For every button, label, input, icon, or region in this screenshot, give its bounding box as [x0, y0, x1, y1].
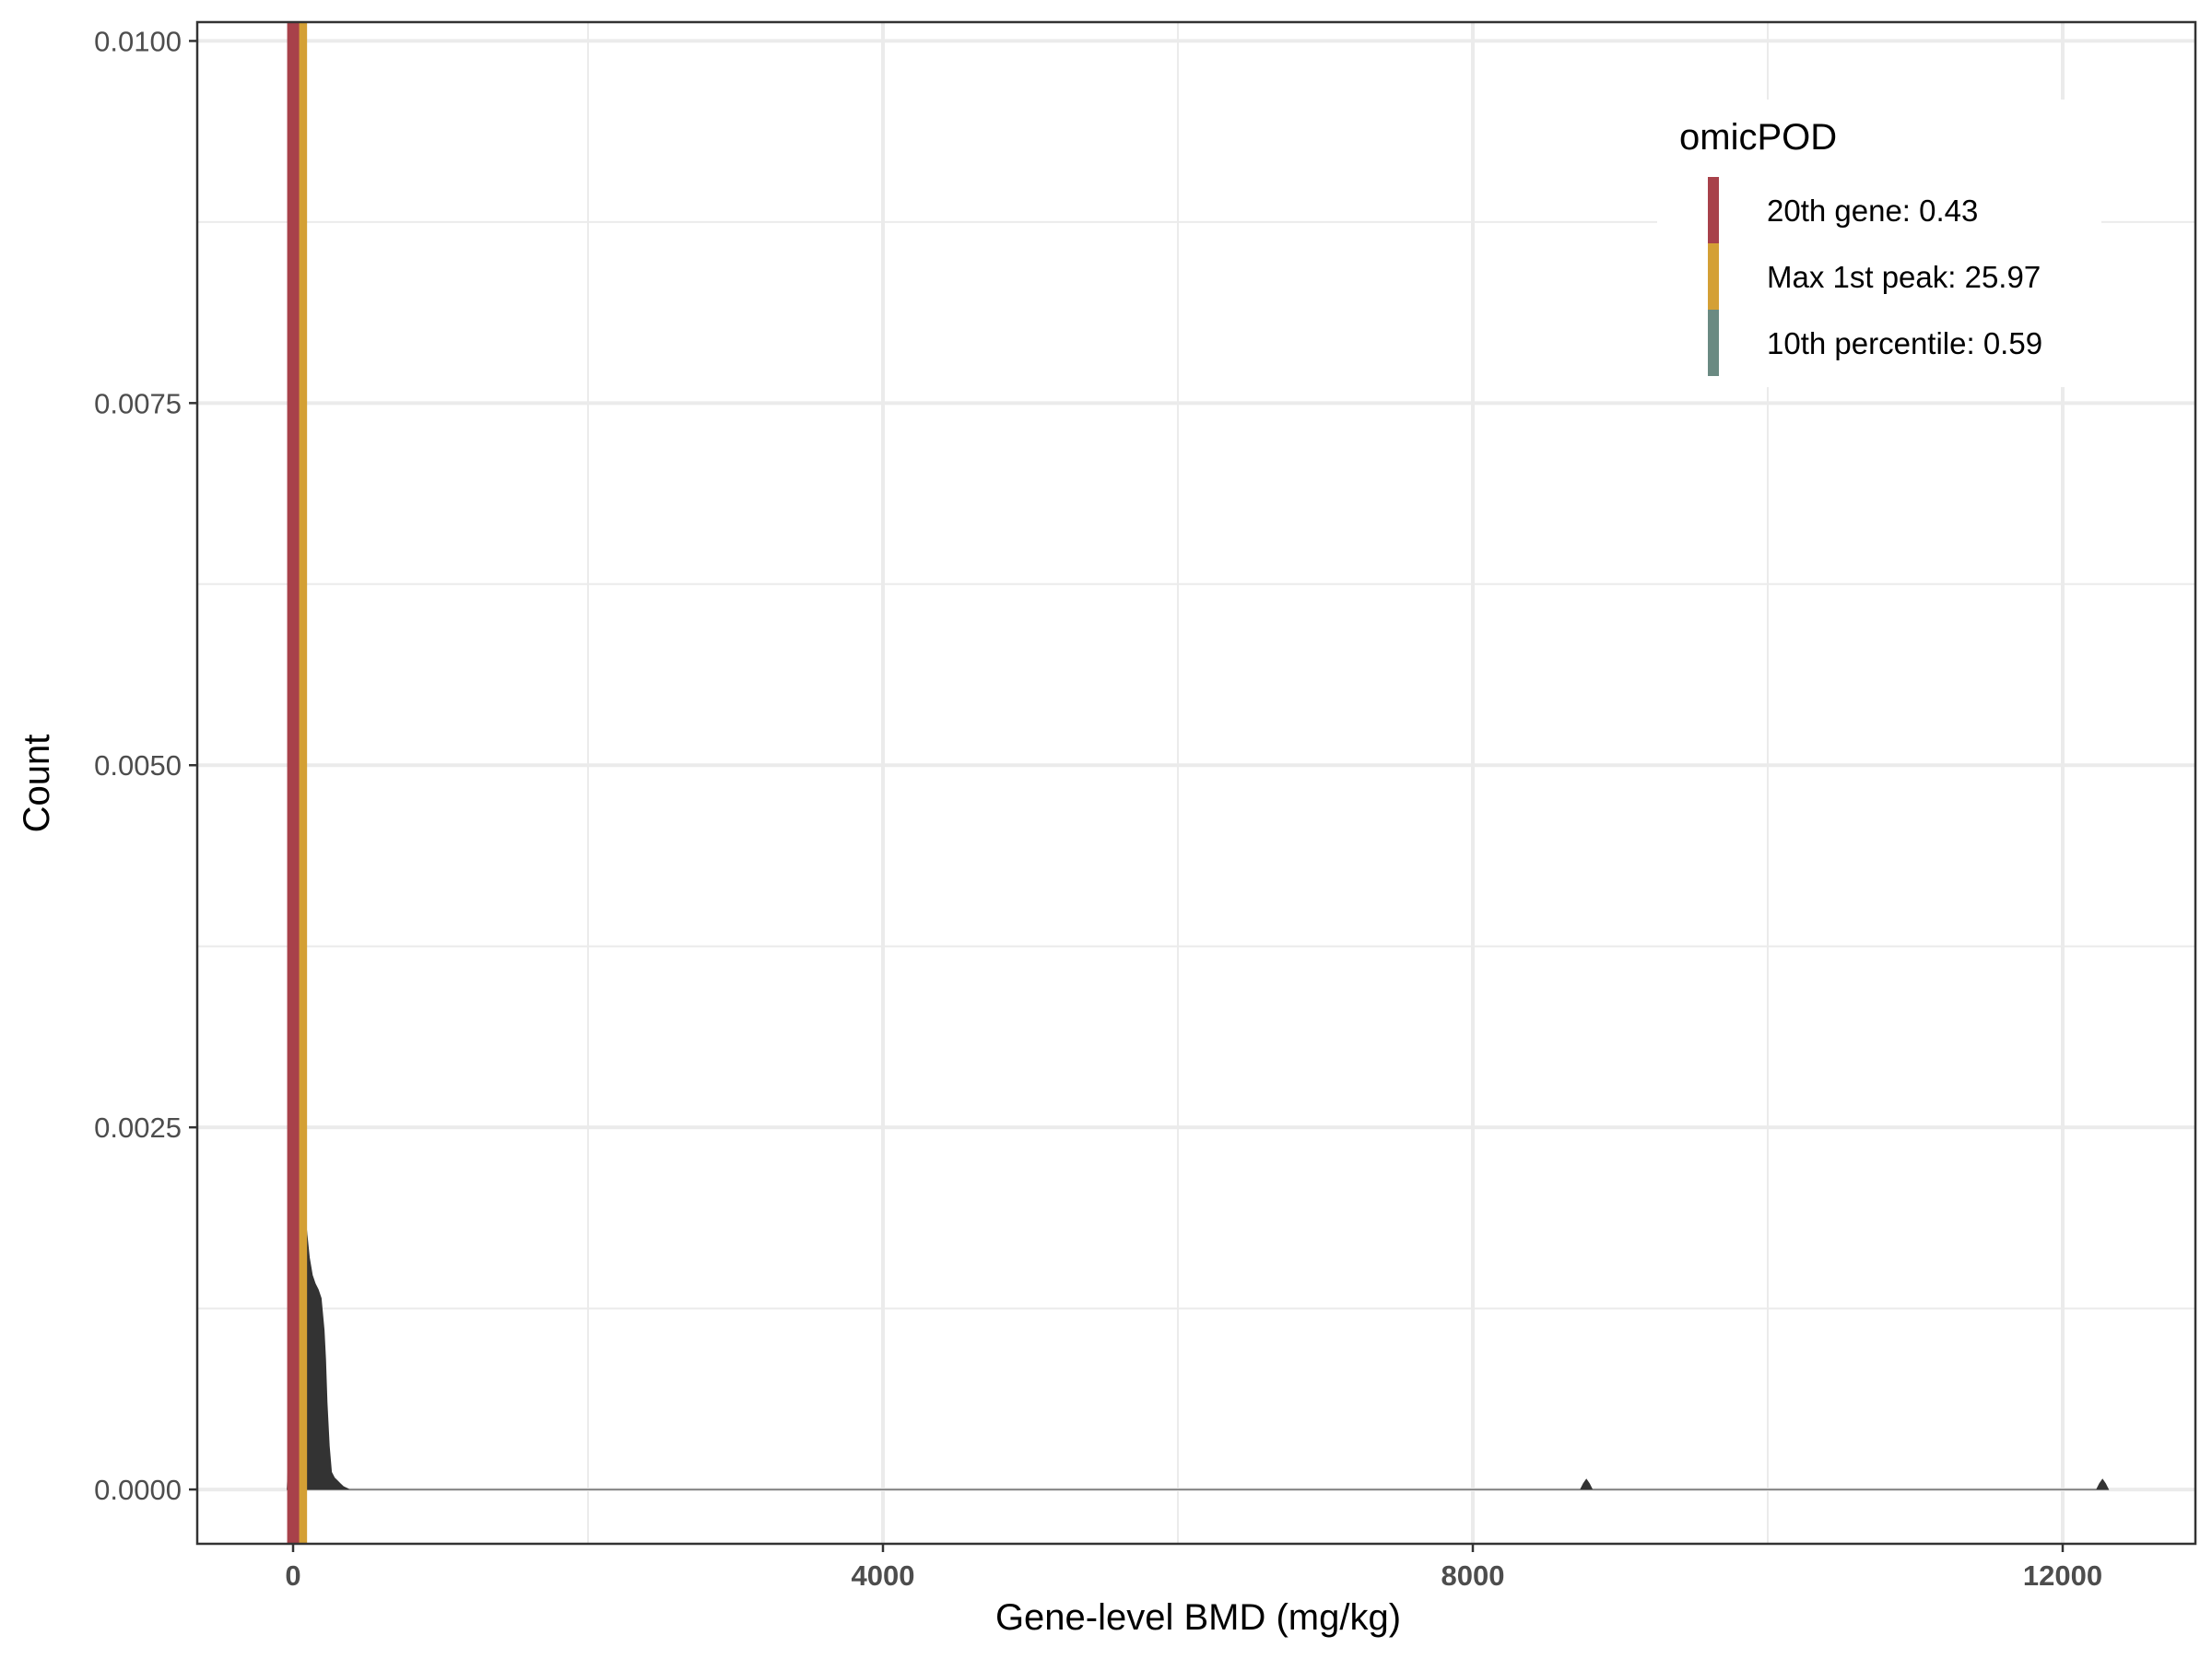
legend-key: [1708, 243, 1719, 310]
legend-label: Max 1st peak: 25.97: [1767, 260, 2041, 294]
x-axis-title: Gene-level BMD (mg/kg): [995, 1597, 1401, 1638]
y-axis-title: Count: [17, 735, 57, 833]
legend-key: [1708, 310, 1719, 376]
panel-border: [195, 20, 2197, 1546]
y-tick-label: 0.0050: [94, 749, 182, 782]
legend-title: omicPOD: [1679, 117, 1837, 158]
legend-label: 20th gene: 0.43: [1767, 194, 1978, 228]
x-tick-label: 4000: [852, 1559, 915, 1592]
legend-background: [1657, 100, 2101, 387]
x-tick-label: 0: [285, 1559, 300, 1592]
y-tick-label: 0.0000: [94, 1474, 182, 1506]
x-axis: 0 4000 8000 12000: [285, 1544, 2102, 1592]
legend-label: 10th percentile: 0.59: [1767, 326, 2042, 360]
y-tick-label: 0.0100: [94, 25, 182, 57]
legend-key: [1708, 177, 1719, 243]
legend: omicPOD 20th gene: 0.43 Max 1st peak: 25.9…: [1657, 100, 2101, 387]
x-tick-label: 12000: [2023, 1559, 2102, 1592]
y-tick-label: 0.0075: [94, 387, 182, 419]
y-tick-label: 0.0025: [94, 1112, 182, 1144]
x-tick-label: 8000: [1441, 1559, 1505, 1592]
y-axis: 0.0000 0.0025 0.0050 0.0075 0.0100: [94, 25, 197, 1506]
